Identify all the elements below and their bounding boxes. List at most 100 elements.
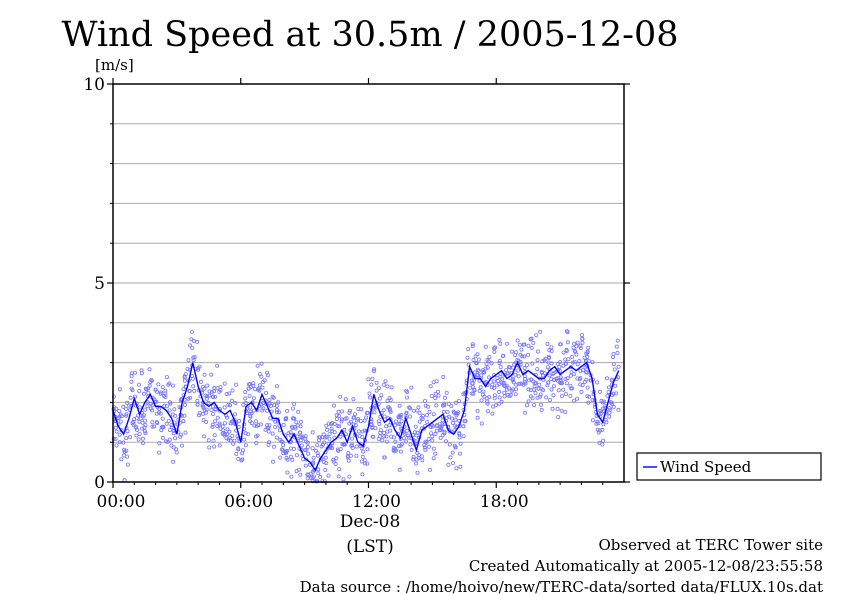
data-point (212, 433, 217, 438)
data-point (278, 455, 283, 460)
data-point (294, 453, 299, 458)
data-point (442, 431, 447, 436)
data-point (169, 443, 174, 448)
data-point (348, 453, 353, 458)
data-point (305, 476, 310, 481)
data-point (393, 448, 398, 453)
data-point (447, 414, 452, 419)
data-point (160, 435, 165, 440)
data-point (267, 440, 272, 445)
data-point (114, 429, 119, 434)
data-point (315, 451, 320, 456)
data-point (555, 406, 560, 411)
data-point (198, 379, 203, 384)
data-point (117, 408, 122, 413)
data-point (380, 438, 385, 443)
data-point (125, 400, 130, 405)
data-point (409, 385, 414, 390)
data-point (243, 389, 248, 394)
data-point (164, 375, 169, 380)
data-point (487, 395, 492, 400)
data-point (274, 435, 279, 440)
data-point (229, 398, 234, 403)
data-point (258, 422, 263, 427)
data-point (564, 348, 569, 353)
data-point (409, 447, 414, 452)
data-point (125, 462, 130, 467)
data-point (114, 443, 119, 448)
data-point (303, 434, 308, 439)
legend-label: Wind Speed (660, 458, 752, 476)
data-point (276, 410, 281, 415)
legend: Wind Speed (636, 452, 822, 481)
data-point (187, 395, 192, 400)
data-point (158, 411, 163, 416)
data-point (429, 393, 434, 398)
data-point (518, 352, 523, 357)
data-point (276, 400, 281, 405)
data-point (347, 408, 352, 413)
data-point (600, 442, 605, 447)
data-point (324, 434, 329, 439)
data-point (146, 386, 151, 391)
data-point (466, 346, 471, 351)
data-point (503, 384, 508, 389)
data-point (477, 388, 482, 393)
data-point (565, 340, 570, 345)
data-point (340, 442, 345, 447)
data-point (502, 390, 507, 395)
data-point (233, 400, 238, 405)
data-point (154, 399, 159, 404)
data-point (435, 389, 440, 394)
data-point (481, 370, 486, 375)
data-point (308, 471, 313, 476)
data-point (331, 459, 336, 464)
scatter-points (111, 329, 621, 484)
data-point (215, 363, 220, 368)
data-point (135, 427, 140, 432)
data-point (568, 373, 573, 378)
data-point (173, 413, 178, 418)
data-point (351, 397, 356, 402)
data-point (240, 448, 245, 453)
data-point (255, 363, 260, 368)
data-point (497, 337, 502, 342)
data-point (147, 367, 152, 372)
data-point (264, 390, 269, 395)
data-point (505, 371, 510, 376)
data-point (476, 357, 481, 362)
data-point (182, 402, 187, 407)
data-point (565, 330, 570, 335)
data-point (511, 380, 516, 385)
data-point (189, 329, 194, 334)
data-point (499, 399, 504, 404)
data-point (347, 410, 352, 415)
data-point (611, 362, 616, 367)
data-point (560, 380, 565, 385)
data-point (266, 429, 271, 434)
data-point (141, 391, 146, 396)
data-point (413, 461, 418, 466)
data-point (125, 454, 130, 459)
data-point (351, 422, 356, 427)
data-point (547, 373, 552, 378)
data-point (597, 389, 602, 394)
data-point (246, 382, 251, 387)
data-point (315, 479, 320, 484)
data-point (288, 430, 293, 435)
data-point (560, 393, 565, 398)
data-point (556, 415, 561, 420)
data-point (360, 454, 365, 459)
data-point (600, 427, 605, 432)
data-point (486, 409, 491, 414)
data-point (457, 431, 462, 436)
data-point (248, 405, 253, 410)
data-point (202, 372, 207, 377)
data-point (205, 394, 210, 399)
data-point (542, 358, 547, 363)
data-point (190, 376, 195, 381)
data-point (558, 342, 563, 347)
data-point (265, 373, 270, 378)
data-point (369, 382, 374, 387)
data-point (590, 418, 595, 423)
